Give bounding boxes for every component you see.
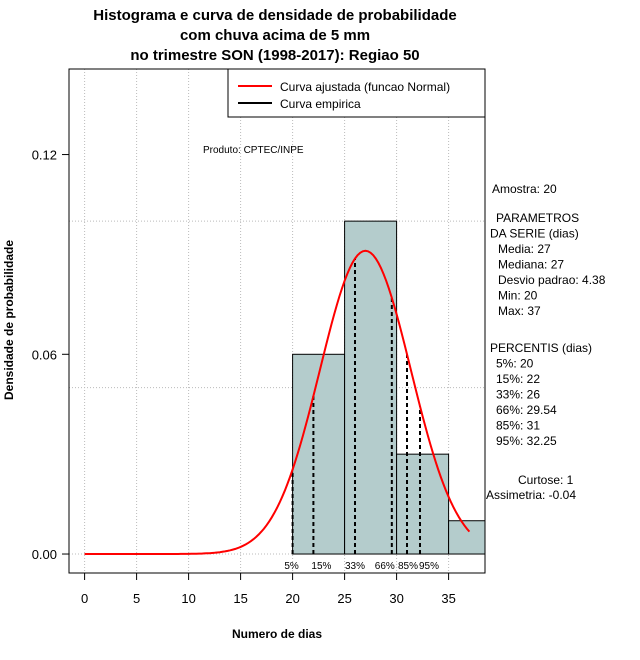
percentile-label: 85% <box>398 561 418 572</box>
product-credit: Produto: CPTEC/INPE <box>203 145 304 156</box>
series-parameter: Media: 27 <box>498 242 551 256</box>
histogram-bar <box>344 220 398 555</box>
sample-size: Amostra: 20 <box>492 182 557 196</box>
chart-title-line-2: com chuva acima de 5 mm <box>180 27 370 44</box>
legend: Curva ajustada (funcao Normal) Curva emp… <box>227 68 486 118</box>
percentile-label: 66% <box>375 561 395 572</box>
y-tick-label: 0.12 <box>32 148 57 163</box>
chart-title-line-3: no trimestre SON (1998-2017): Regiao 50 <box>130 47 419 64</box>
y-tick-label: 0.06 <box>32 347 57 362</box>
x-tick-label: 35 <box>441 591 455 606</box>
percentile-label: 33% <box>345 561 365 572</box>
percentile-stat: 33%: 26 <box>496 388 540 402</box>
percentile-label: 15% <box>311 561 331 572</box>
x-tick-label: 25 <box>337 591 351 606</box>
chart-title-line-1: Histograma e curva de densidade de proba… <box>93 7 456 24</box>
series-parameter: Mediana: 27 <box>498 258 564 272</box>
percentile-stat: 95%: 32.25 <box>496 434 557 448</box>
x-tick-label: 15 <box>233 591 247 606</box>
series-parameter: PARAMETROS <box>496 211 579 225</box>
x-tick-label: 5 <box>133 591 140 606</box>
histogram-bar <box>292 353 346 555</box>
percentile-label: 5% <box>284 561 299 572</box>
percentile-stat: PERCENTIS (dias) <box>490 341 592 355</box>
x-tick-label: 10 <box>181 591 195 606</box>
x-axis-label: Numero de dias <box>232 627 322 641</box>
series-parameter: Desvio padrao: 4.38 <box>498 273 606 287</box>
x-tick-label: 30 <box>389 591 403 606</box>
series-parameter: Max: 37 <box>498 304 541 318</box>
skewness: Assimetria: -0.04 <box>486 488 576 502</box>
normal-curve <box>84 249 471 555</box>
x-tick-label: 0 <box>81 591 88 606</box>
y-tick-label: 0.00 <box>32 547 57 562</box>
percentile-stat: 66%: 29.54 <box>496 403 557 417</box>
legend-label-empirical: Curva empirica <box>280 97 361 111</box>
histogram-bar <box>448 520 486 555</box>
histogram-bar <box>396 453 450 555</box>
series-parameter: DA SERIE (dias) <box>490 227 579 241</box>
x-tick-label: 20 <box>285 591 299 606</box>
kurtosis: Curtose: 1 <box>518 473 574 487</box>
percentile-stat: 15%: 22 <box>496 372 540 386</box>
percentile-stat: 85%: 31 <box>496 419 540 433</box>
y-axis-label: Densidade de probabilidade <box>2 240 16 400</box>
legend-label-normal: Curva ajustada (funcao Normal) <box>280 80 450 94</box>
percentile-stat: 5%: 20 <box>496 357 534 371</box>
percentile-label: 95% <box>419 561 439 572</box>
series-parameter: Min: 20 <box>498 289 538 303</box>
